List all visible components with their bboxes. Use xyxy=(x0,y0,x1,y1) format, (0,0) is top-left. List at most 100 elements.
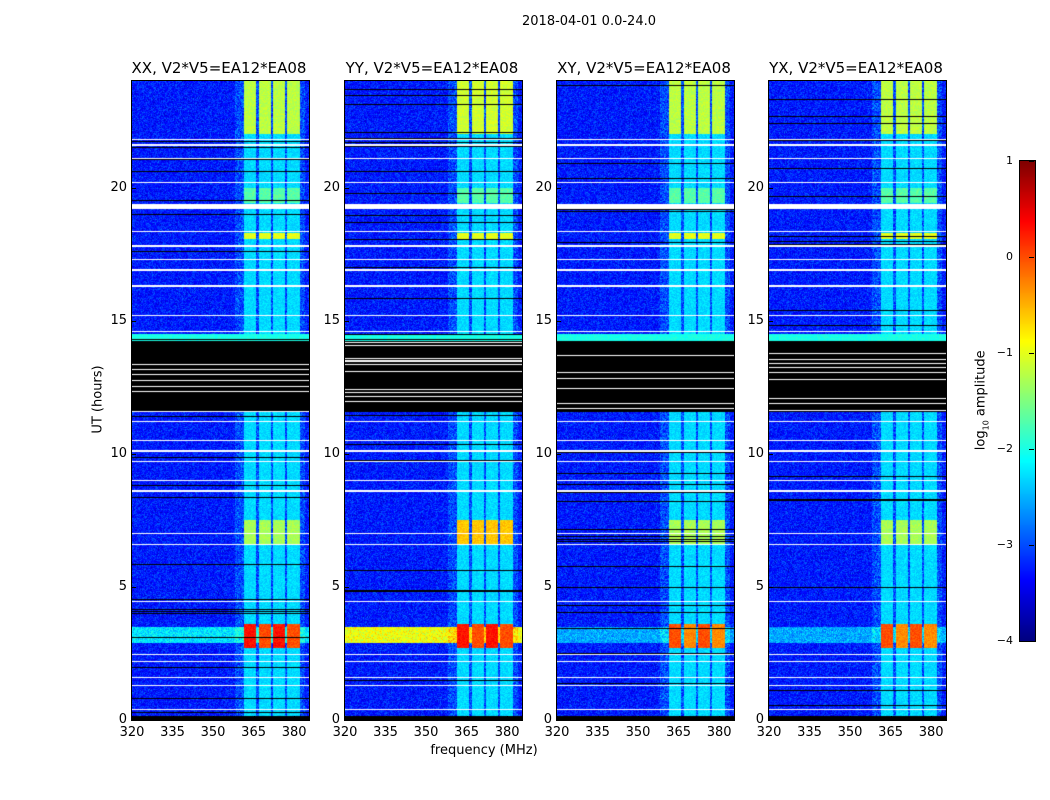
x-tick xyxy=(890,716,892,720)
x-tick-label: 335 xyxy=(373,725,398,740)
colorbar-tick-label: −1 xyxy=(996,346,1013,359)
y-tick-label: 0 xyxy=(331,712,340,727)
y-tick xyxy=(557,720,561,721)
y-tick-label: 10 xyxy=(110,445,127,461)
waterfall-image xyxy=(132,81,309,720)
x-tick-label: 350 xyxy=(837,725,863,740)
colorbar-tick-label: −4 xyxy=(996,634,1013,647)
y-tick xyxy=(769,320,773,322)
y-tick-label: 15 xyxy=(323,312,340,328)
x-axis-label: frequency (MHz) xyxy=(430,743,538,758)
y-tick xyxy=(132,187,136,189)
y-tick xyxy=(345,320,349,322)
waterfall-panel-yx xyxy=(768,80,947,721)
panel-title: XY, V2*V5=EA12*EA08 xyxy=(557,59,731,77)
y-tick xyxy=(345,187,349,189)
x-tick-label: 320 xyxy=(756,725,782,740)
x-tick xyxy=(850,716,852,720)
x-tick xyxy=(294,716,296,720)
x-tick-label: 380 xyxy=(494,725,520,740)
x-tick xyxy=(132,716,133,720)
colorbar-tick-label: −2 xyxy=(996,442,1013,455)
y-tick xyxy=(557,320,561,322)
colorbar-tick xyxy=(1029,161,1034,162)
x-tick-label: 350 xyxy=(200,725,226,740)
y-tick xyxy=(132,453,136,455)
x-tick-label: 365 xyxy=(241,725,266,740)
y-tick-label: 20 xyxy=(747,179,764,195)
x-tick-label: 335 xyxy=(797,725,822,740)
x-tick xyxy=(597,716,599,720)
x-tick xyxy=(345,716,346,720)
y-tick-label: 15 xyxy=(747,312,764,328)
waterfall-image xyxy=(769,81,946,720)
y-tick xyxy=(769,453,773,455)
waterfall-panel-xy xyxy=(556,80,735,721)
waterfall-panel-xx xyxy=(131,80,310,721)
x-tick-label: 320 xyxy=(332,725,358,740)
y-tick xyxy=(345,720,349,721)
x-tick xyxy=(638,716,640,720)
x-tick xyxy=(769,716,770,720)
y-tick xyxy=(769,187,773,189)
y-tick-label: 0 xyxy=(543,712,552,727)
x-tick xyxy=(426,716,428,720)
waterfall-image xyxy=(345,81,522,720)
colorbar-tick xyxy=(1029,257,1034,258)
y-tick-label: 15 xyxy=(110,312,127,328)
y-tick-label: 20 xyxy=(323,179,340,195)
y-tick xyxy=(345,453,349,455)
y-axis-label: UT (hours) xyxy=(90,365,106,434)
y-tick-label: 20 xyxy=(110,179,127,195)
x-tick-label: 320 xyxy=(119,725,145,740)
y-tick-label: 5 xyxy=(118,578,127,594)
colorbar-tick xyxy=(1029,545,1034,546)
y-tick xyxy=(132,320,136,322)
y-tick-label: 5 xyxy=(543,578,552,594)
y-tick-label: 10 xyxy=(323,445,340,461)
y-tick-label: 10 xyxy=(535,445,552,461)
x-tick xyxy=(172,716,174,720)
x-tick-label: 365 xyxy=(666,725,691,740)
y-tick-label: 0 xyxy=(118,712,127,727)
waterfall-image xyxy=(557,81,734,720)
x-tick xyxy=(507,716,509,720)
x-tick-label: 365 xyxy=(454,725,479,740)
x-tick xyxy=(253,716,255,720)
x-tick-label: 380 xyxy=(706,725,732,740)
colorbar-tick xyxy=(1029,353,1034,354)
colorbar-tick-label: 0 xyxy=(1006,250,1013,263)
panel-title: XX, V2*V5=EA12*EA08 xyxy=(131,59,307,77)
y-tick-label: 15 xyxy=(535,312,552,328)
y-tick xyxy=(557,453,561,455)
colorbar xyxy=(1019,160,1036,642)
x-tick-label: 350 xyxy=(625,725,651,740)
x-tick-label: 335 xyxy=(160,725,185,740)
x-tick xyxy=(678,716,680,720)
x-tick-label: 335 xyxy=(585,725,610,740)
x-tick xyxy=(931,716,933,720)
waterfall-panel-yy xyxy=(344,80,523,721)
y-tick-label: 10 xyxy=(747,445,764,461)
x-tick xyxy=(385,716,387,720)
x-tick-label: 380 xyxy=(918,725,944,740)
y-tick-label: 5 xyxy=(331,578,340,594)
panel-title: YX, V2*V5=EA12*EA08 xyxy=(769,59,943,77)
panel-title: YY, V2*V5=EA12*EA08 xyxy=(345,59,519,77)
y-tick xyxy=(557,586,561,588)
y-tick-label: 20 xyxy=(535,179,552,195)
x-tick xyxy=(809,716,811,720)
colorbar-tick xyxy=(1029,449,1034,450)
y-tick xyxy=(557,187,561,189)
y-tick-label: 5 xyxy=(755,578,764,594)
x-tick-label: 320 xyxy=(544,725,570,740)
colorbar-tick-label: 1 xyxy=(1006,154,1013,167)
x-tick xyxy=(213,716,215,720)
x-tick xyxy=(719,716,721,720)
y-tick xyxy=(769,720,773,721)
y-tick xyxy=(132,586,136,588)
figure-title: 2018-04-01 0.0-24.0 xyxy=(522,14,656,29)
y-tick-label: 0 xyxy=(755,712,764,727)
y-tick xyxy=(132,720,136,721)
